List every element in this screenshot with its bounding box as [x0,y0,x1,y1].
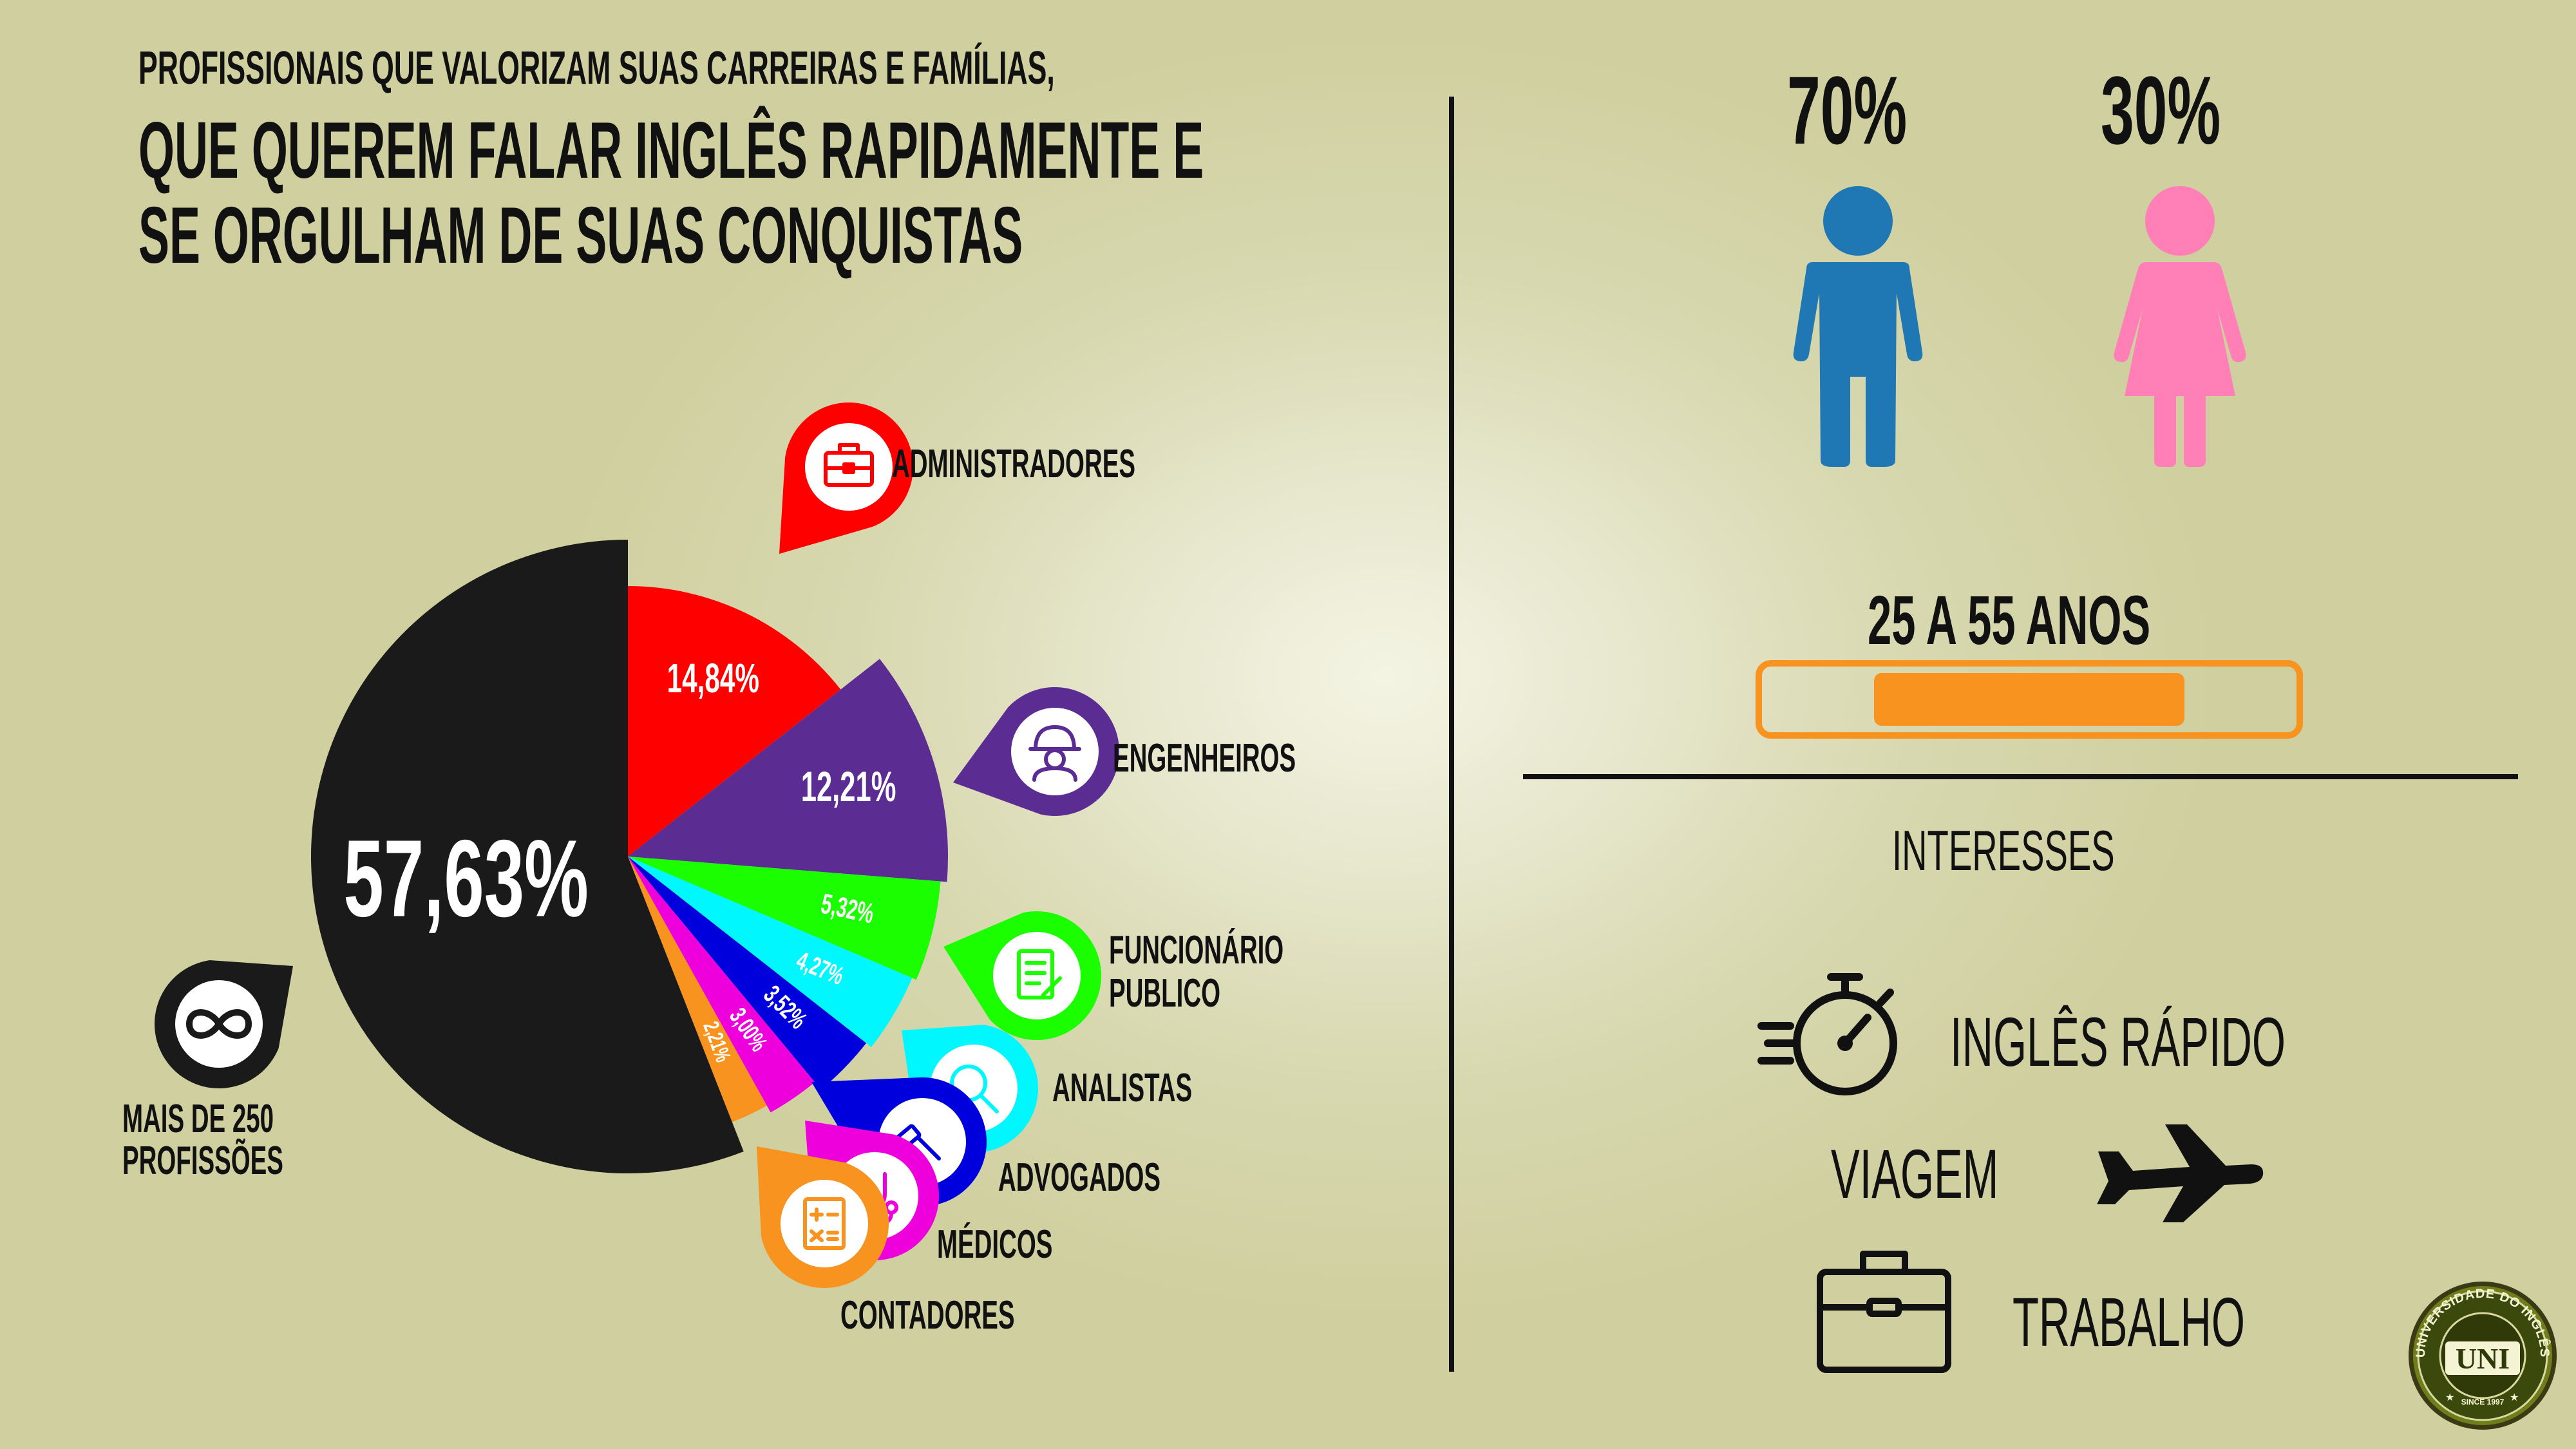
label-engenheiros: ENGENHEIROS [1113,736,1296,781]
female-percentage: 30% [2101,56,2221,164]
age-bar-track [1756,660,2303,739]
logo-star-right: ★ [2510,1392,2519,1403]
calculator-icon [803,1197,846,1250]
pie-value-label-outras-profissoes: 57,63% [343,817,589,940]
title-line-1: PROFISSIONAIS QUE VALORIZAM SUAS CARREIR… [138,43,1055,94]
marker-engenheiros [953,687,1119,816]
pie-slice-outras-profissoes [310,540,744,1174]
pie-slice-analistas [628,857,913,1047]
label-advogados: ADVOGADOS [998,1155,1161,1200]
logo-star-left: ★ [2445,1392,2454,1403]
marker-administradores [779,402,913,554]
female-icon [2114,186,2246,467]
logo-since-text: SINCE 1997 [2461,1397,2505,1406]
pie-slice-medicos [628,857,815,1113]
label-mais-2: PROFISSÕES [122,1139,283,1183]
age-label: 25 A 55 ANOS [1868,581,2151,659]
interests-heading: INTERESSES [1892,819,2115,882]
uni-logo: UNIVERSIDADE DO INGLÊS UNI SINCE 1997 ★ … [2409,1282,2557,1430]
infinity-icon [186,1009,252,1039]
title-line-2: QUE QUEREM FALAR INGLÊS RAPIDAMENTE E [138,106,1204,195]
interest-viagem: VIAGEM [1831,1135,1999,1213]
briefcase-icon [1817,1251,1951,1373]
marker-contadores [757,1146,889,1288]
label-funcionario-2: PUBLICO [1109,971,1220,1016]
label-mais-1: MAIS DE 250 [122,1097,274,1141]
label-funcionario-1: FUNCIONÁRIO [1109,928,1284,972]
pie-slice-engenheiros [628,659,948,882]
male-icon [1793,186,1923,467]
male-percentage: 70% [1787,56,1908,164]
pie-slice-administradores [628,586,841,857]
briefcase-icon [824,443,874,487]
pie-value-label-administradores: 14,84% [667,656,759,701]
label-contadores: CONTADORES [840,1293,1015,1338]
horizontal-divider [1523,774,2518,779]
label-analistas: ANALISTAS [1052,1066,1193,1110]
age-bar-fill [1874,673,2184,726]
document-icon [1017,949,1062,999]
airplane-icon [2097,1124,2264,1222]
stopwatch-icon [1757,973,1897,1095]
pie-slice-contadores [628,857,767,1122]
logo-center-text: UNI [2456,1342,2510,1375]
pie-slice-advogados [628,857,867,1090]
interest-trabalho: TRABALHO [2012,1283,2245,1361]
title-line-3: SE ORGULHAM DE SUAS CONQUISTAS [138,191,1023,280]
vertical-divider [1449,97,1454,1372]
marker-funcionario-publico [943,911,1102,1041]
label-medicos: MÉDICOS [937,1222,1053,1267]
page-title: PROFISSIONAIS QUE VALORIZAM SUAS CARREIR… [138,45,1975,281]
engineer-icon [1028,725,1081,782]
pie-slice-funcionario-publico [628,857,941,980]
pie-value-label-engenheiros: 12,21% [801,762,896,810]
label-administradores: ADMINISTRADORES [892,442,1136,486]
marker-outras-profissoes [154,960,293,1089]
interest-ingles-rapido: INGLÊS RÁPIDO [1950,1003,2286,1081]
